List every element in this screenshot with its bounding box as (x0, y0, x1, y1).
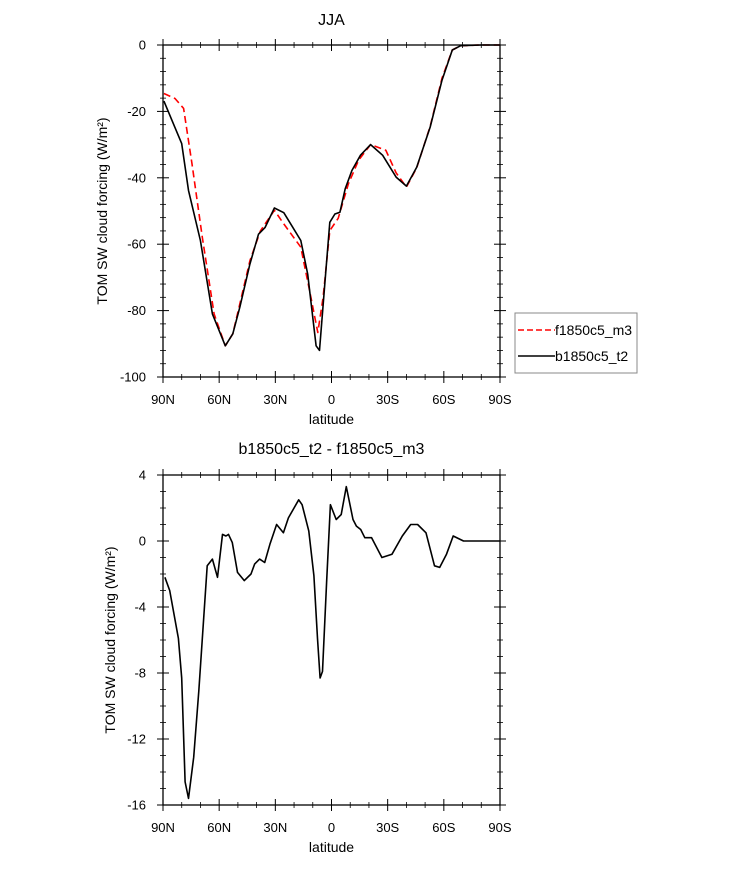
series-line-b1850c5_t2 (163, 44, 500, 352)
x-tick-label: 30N (263, 820, 287, 835)
series-line-difference (164, 485, 500, 800)
legend: f1850c5_m3 b1850c5_t2 (514, 312, 638, 374)
y-tick-label: -12 (127, 732, 146, 747)
legend-label: b1850c5_t2 (555, 348, 628, 364)
x-tick-label: 30N (263, 392, 287, 407)
plot-frame (162, 474, 501, 806)
x-tick-label: 60N (207, 392, 231, 407)
y-tick-label: -8 (134, 666, 146, 681)
y-tick-label: -16 (127, 798, 146, 813)
y-tick-label: -4 (134, 600, 146, 615)
x-tick-label: 90N (151, 820, 175, 835)
x-tick-label: 30S (376, 820, 399, 835)
series-line-f1850c5_m3 (163, 44, 500, 347)
legend-label: f1850c5_m3 (555, 322, 632, 338)
x-tick-label: 90N (151, 392, 175, 407)
legend-box (514, 312, 638, 374)
x-tick-label: 0 (328, 820, 335, 835)
y-tick-label: 4 (139, 468, 146, 483)
x-tick-label: 60N (207, 820, 231, 835)
y-tick-label: -60 (127, 237, 146, 252)
y-tick-label: -100 (120, 370, 146, 385)
y-tick-label: -20 (127, 104, 146, 119)
y-axis-label: TOM SW cloud forcing (W/m²) (102, 546, 118, 733)
x-tick-label: 0 (328, 392, 335, 407)
y-tick-label: 0 (139, 38, 146, 53)
chart-title: JJA (318, 12, 345, 29)
chart-title: b1850c5_t2 - f1850c5_m3 (239, 441, 425, 458)
x-tick-label: 60S (432, 392, 455, 407)
x-axis-label: latitude (309, 411, 354, 427)
plot-frame (162, 44, 501, 378)
y-tick-label: -80 (127, 303, 146, 318)
x-tick-label: 90S (488, 820, 511, 835)
x-tick-label: 30S (376, 392, 399, 407)
plot-panel-1: JJA 90N 60N 30N 0 30S 60S 90S 0 -20 -40 -60 -80 -100 l… (94, 12, 638, 427)
y-axis-label: TOM SW cloud forcing (W/m²) (94, 117, 110, 304)
x-axis-label: latitude (309, 839, 354, 855)
y-tick-label: -40 (127, 170, 146, 185)
x-tick-label: 90S (488, 392, 511, 407)
x-tick-label: 60S (432, 820, 455, 835)
plot-panel-2: b1850c5_t2 - f1850c5_m3 90N 60N 30N 0 30S 60S 9… (102, 441, 512, 855)
y-tick-label: 0 (139, 534, 146, 549)
